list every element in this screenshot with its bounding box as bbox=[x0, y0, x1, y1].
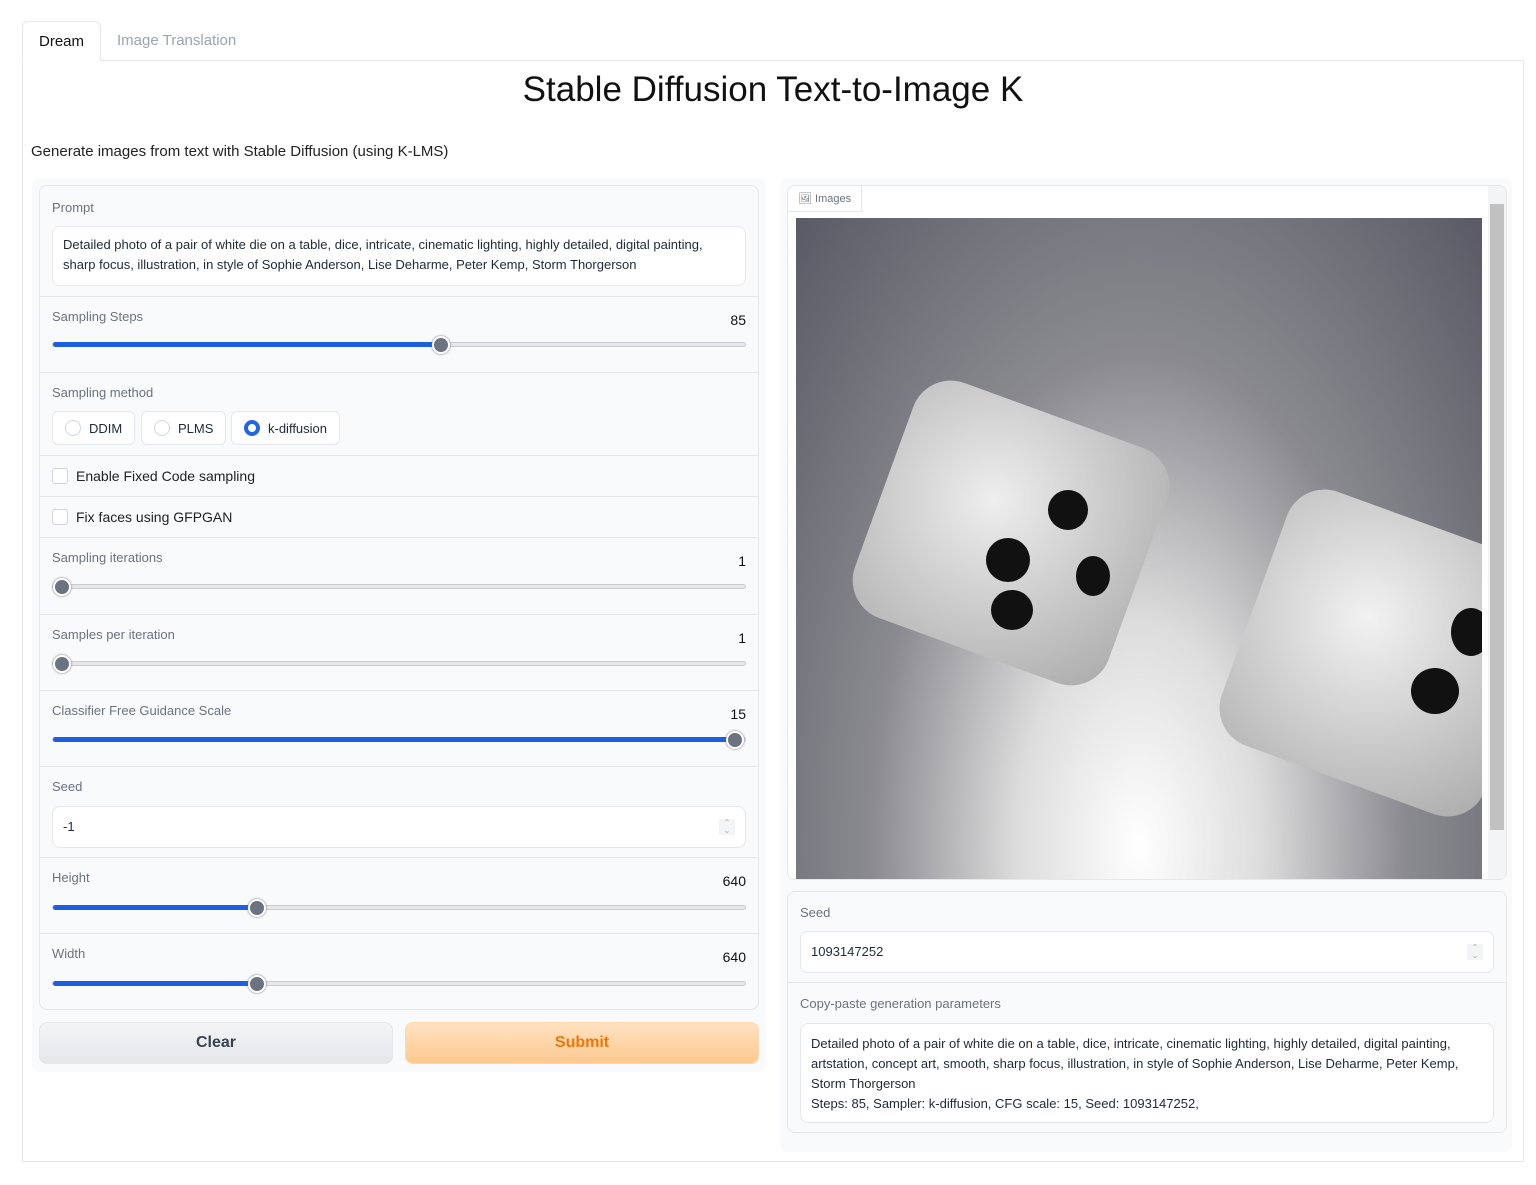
die-right bbox=[1208, 478, 1482, 828]
input-form: Prompt Detailed photo of a pair of white… bbox=[39, 185, 759, 1010]
slider-thumb[interactable] bbox=[725, 731, 744, 749]
fixed-code-label[interactable]: Enable Fixed Code sampling bbox=[76, 468, 255, 484]
prompt-input[interactable]: Detailed photo of a pair of white die on… bbox=[52, 226, 746, 286]
slider-thumb[interactable] bbox=[431, 336, 450, 354]
width-label: Width bbox=[52, 946, 86, 961]
height-label: Height bbox=[52, 870, 90, 885]
seed-input[interactable]: -1 ⌃ ⌄ bbox=[52, 806, 746, 848]
slider-thumb[interactable] bbox=[53, 578, 71, 596]
sampling-method-label: Sampling method bbox=[52, 385, 154, 400]
radio-label: DDIM bbox=[89, 420, 123, 436]
radio-circle bbox=[65, 420, 81, 436]
samples-slider[interactable] bbox=[52, 655, 746, 673]
tab-panel bbox=[22, 60, 1524, 1162]
output-seed-input[interactable]: 1093147252 ⌃ ⌄ bbox=[800, 931, 1494, 973]
height-slider[interactable] bbox=[52, 899, 746, 917]
height-value[interactable]: 640 bbox=[722, 873, 746, 889]
tab-bar: Dream Image Translation bbox=[22, 21, 252, 61]
submit-button[interactable]: Submit bbox=[405, 1022, 759, 1064]
params-label: Copy-paste generation parameters bbox=[800, 996, 1001, 1011]
images-label: 🖼︎ Images bbox=[788, 186, 863, 212]
sampling-steps-label: Sampling Steps bbox=[52, 309, 144, 324]
sampling-steps-slider[interactable] bbox=[52, 336, 746, 354]
scrollbar-thumb[interactable] bbox=[1490, 204, 1504, 830]
number-spinner-icon[interactable]: ⌃ ⌄ bbox=[1467, 944, 1483, 960]
cfg-slider[interactable] bbox=[52, 731, 746, 749]
radio-label: PLMS bbox=[178, 420, 214, 436]
radio-ddim[interactable]: DDIM bbox=[52, 411, 136, 445]
seed-label: Seed bbox=[52, 779, 83, 794]
radio-circle bbox=[154, 420, 170, 436]
slider-thumb[interactable] bbox=[248, 899, 267, 917]
die-left bbox=[841, 369, 1181, 697]
fixed-code-checkbox[interactable] bbox=[52, 468, 68, 484]
gfpgan-checkbox[interactable] bbox=[52, 509, 68, 525]
cfg-value[interactable]: 15 bbox=[730, 706, 746, 722]
params-line: Detailed photo of a pair of white die on… bbox=[811, 1036, 1459, 1091]
params-textarea[interactable]: Detailed photo of a pair of white die on… bbox=[800, 1023, 1494, 1123]
params-line: Steps: 85, Sampler: k-diffusion, CFG sca… bbox=[811, 1096, 1199, 1111]
page-title: Stable Diffusion Text-to-Image K bbox=[522, 70, 1024, 109]
generated-image[interactable] bbox=[796, 218, 1482, 879]
prompt-label: Prompt bbox=[52, 200, 94, 215]
output-fields: Seed 1093147252 ⌃ ⌄ Copy-paste generation … bbox=[787, 891, 1507, 1133]
radio-k-diffusion[interactable]: k-diffusion bbox=[231, 411, 341, 445]
number-spinner-icon[interactable]: ⌃ ⌄ bbox=[719, 819, 735, 835]
gfpgan-label[interactable]: Fix faces using GFPGAN bbox=[76, 509, 233, 525]
image-gallery: 🖼︎ Images bbox=[787, 185, 1507, 880]
images-label-text: Images bbox=[815, 193, 852, 205]
output-seed-label: Seed bbox=[800, 905, 831, 920]
tab-image-translation[interactable]: Image Translation bbox=[117, 32, 237, 49]
page-description: Generate images from text with Stable Di… bbox=[31, 143, 449, 160]
samples-value[interactable]: 1 bbox=[738, 630, 746, 646]
radio-label: k-diffusion bbox=[268, 420, 328, 436]
iterations-label: Sampling iterations bbox=[52, 550, 163, 565]
radio-circle-selected bbox=[244, 420, 260, 436]
iterations-value[interactable]: 1 bbox=[738, 553, 746, 569]
slider-thumb[interactable] bbox=[248, 975, 267, 993]
slider-thumb[interactable] bbox=[53, 655, 71, 673]
clear-button[interactable]: Clear bbox=[39, 1022, 393, 1064]
samples-label: Samples per iteration bbox=[52, 627, 175, 642]
tab-dream[interactable]: Dream bbox=[22, 21, 102, 61]
output-seed-value: 1093147252 bbox=[811, 944, 884, 959]
width-slider[interactable] bbox=[52, 975, 746, 993]
gallery-scrollbar[interactable] bbox=[1488, 186, 1506, 879]
cfg-label: Classifier Free Guidance Scale bbox=[52, 703, 232, 718]
iterations-slider[interactable] bbox=[52, 578, 746, 596]
sampling-steps-value[interactable]: 85 bbox=[730, 312, 746, 328]
image-icon: 🖼︎ bbox=[798, 193, 816, 205]
radio-plms[interactable]: PLMS bbox=[141, 411, 227, 445]
seed-value: -1 bbox=[63, 819, 75, 834]
width-value[interactable]: 640 bbox=[722, 949, 746, 965]
